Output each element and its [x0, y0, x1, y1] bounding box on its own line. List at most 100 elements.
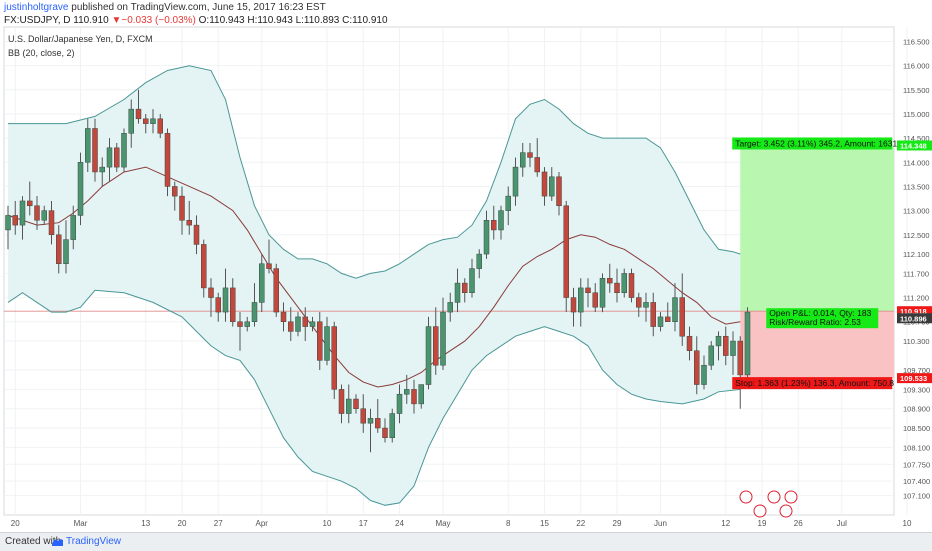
candle: [114, 147, 120, 168]
candle: [63, 239, 69, 265]
candle: [70, 215, 76, 240]
publish-text: published on TradingView.com, June 15, 2…: [71, 2, 326, 13]
candle: [505, 195, 511, 211]
time-tick-label: 22: [576, 519, 585, 528]
candle: [48, 210, 55, 236]
time-tick-label: Apr: [256, 519, 269, 528]
legend-indicator: BB (20, close, 2): [8, 48, 75, 58]
candle: [556, 176, 562, 207]
candle: [237, 321, 243, 327]
footer: Created with TradingView: [0, 532, 932, 551]
price-tick-label: 112.100: [903, 250, 930, 259]
time-tick-label: 29: [613, 519, 622, 528]
bb-lower-line: [7, 289, 741, 506]
tradingview-brand[interactable]: TradingView: [66, 536, 122, 547]
candle: [396, 393, 403, 414]
price-change: −0.033 (−0.03%): [121, 15, 196, 26]
candles: [5, 89, 751, 453]
candle: [295, 316, 301, 332]
created-with-text: Created with: [5, 536, 62, 547]
candle: [686, 335, 693, 351]
price-tick-label: 115.500: [903, 86, 930, 95]
candle: [476, 253, 482, 269]
price-tick-label: 116.500: [903, 37, 930, 46]
candle: [636, 297, 642, 308]
candle: [621, 273, 627, 293]
time-tick-label: Mar: [74, 519, 88, 528]
candle: [367, 418, 374, 424]
price-axis[interactable]: 116.500 116.000 115.500 115.000 114.500 114.0…: [897, 37, 932, 501]
flag-icon[interactable]: [779, 504, 793, 518]
candle: [34, 205, 40, 221]
candle: [578, 287, 584, 313]
event-icons[interactable]: [739, 490, 798, 518]
candle: [563, 205, 569, 298]
legend-instrument: U.S. Dollar/Japanese Yen, D, FXCM: [8, 34, 153, 44]
flag-icon[interactable]: [739, 490, 753, 504]
time-tick-label: 20: [11, 519, 20, 528]
candle: [404, 389, 410, 395]
last-price: 110.910: [73, 15, 109, 26]
time-tick-label: 19: [758, 519, 767, 528]
candle: [708, 345, 714, 366]
candle: [56, 234, 62, 265]
down-arrow-icon: ▼: [111, 15, 122, 26]
candle: [338, 389, 345, 414]
candle: [193, 224, 200, 245]
candle: [491, 220, 497, 231]
time-tick-label: 24: [395, 519, 404, 528]
pl-label: Open P&L: 0.014, Qty: 183: [769, 308, 871, 318]
candle: [411, 389, 417, 405]
price-tick-label: 113.000: [903, 207, 930, 216]
candle: [665, 316, 671, 322]
price-tick-label: 111.700: [903, 269, 929, 278]
candle: [360, 408, 366, 424]
candle: [99, 166, 105, 173]
time-tick-label: Jul: [837, 519, 847, 528]
candle: [280, 311, 287, 322]
price-tick-label: 108.100: [903, 443, 930, 452]
price-label-box: [897, 306, 932, 317]
candle: [447, 302, 453, 313]
candle: [324, 326, 330, 361]
tradingview-logo-icon[interactable]: [52, 537, 63, 546]
candle: [164, 133, 171, 187]
price-tick-label: 109.300: [903, 385, 930, 394]
flag-icon[interactable]: [767, 490, 781, 504]
candle: [570, 297, 577, 313]
publish-info: justinholtgrave published on TradingView…: [4, 2, 326, 13]
time-tick-label: 15: [540, 519, 549, 528]
price-tick-label: 116.000: [903, 62, 930, 71]
price-tick-label: 110.300: [903, 337, 930, 346]
candle: [418, 384, 424, 405]
candle: [353, 398, 359, 409]
candle: [679, 297, 685, 337]
price-chart[interactable]: Target: 3.452 (3.11%) 345.2, Amount: 163…: [0, 0, 932, 532]
candle: [469, 268, 475, 293]
candle: [723, 335, 729, 356]
candle: [440, 311, 446, 366]
symbol: FX:USDJPY, D: [4, 15, 71, 26]
bb-band-fill: [8, 65, 741, 506]
candle: [715, 335, 722, 347]
candle: [701, 364, 707, 385]
candle: [425, 326, 432, 385]
candle: [389, 413, 395, 438]
time-tick-label: Jun: [654, 519, 667, 528]
candle: [251, 302, 258, 322]
flag-icon[interactable]: [753, 504, 767, 518]
flag-icon[interactable]: [784, 490, 798, 504]
candle: [288, 321, 294, 332]
time-axis[interactable]: 20 Mar 13 20 27 Apr 10 17 24 May 8 15 22 29 Jun 12 19 26 J…: [11, 519, 912, 528]
author-link[interactable]: justinholtgrave: [4, 2, 69, 13]
candle: [135, 108, 142, 120]
candle: [259, 263, 265, 303]
symbol-info: FX:USDJPY, D 110.910 ▼−0.033 (−0.03%) O:…: [4, 15, 388, 26]
price-label: 109.533: [900, 374, 927, 383]
candle: [309, 321, 316, 327]
candle: [585, 287, 591, 293]
price-label-box: [897, 373, 932, 384]
candle: [657, 316, 664, 327]
candle: [534, 157, 540, 173]
target-label: Target: 3.452 (3.11%) 345.2, Amount: 163…: [735, 138, 897, 148]
